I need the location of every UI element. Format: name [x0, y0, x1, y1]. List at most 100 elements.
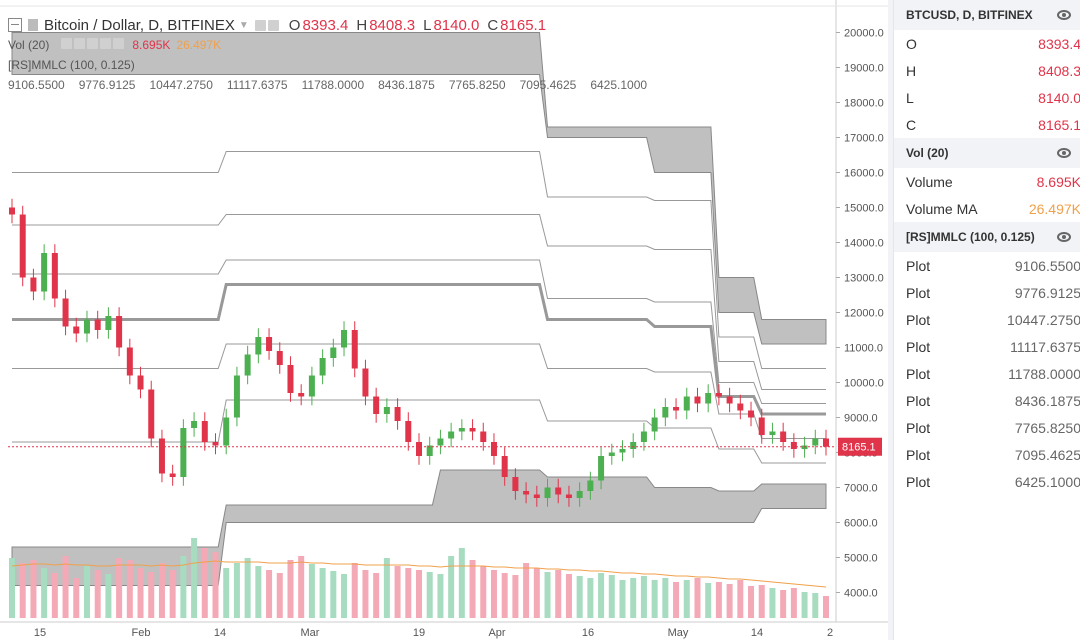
eye-icon[interactable]	[1057, 148, 1071, 158]
candle-body	[694, 396, 701, 404]
symbol-title[interactable]: Bitcoin / Dollar, D, BITFINEX	[44, 16, 235, 34]
volume-bar	[9, 558, 15, 618]
candle-body	[726, 396, 733, 404]
candle-body	[394, 407, 401, 421]
candle-body	[191, 421, 198, 428]
candle-body	[587, 480, 594, 491]
vol-ma-value: 26.497K	[176, 38, 222, 52]
volume-bar	[223, 568, 230, 618]
volume-ma-line	[11, 560, 827, 588]
volume-bar	[180, 556, 187, 618]
volume-bar	[212, 552, 219, 618]
mmlc-level-line	[12, 399, 826, 464]
volume-bar	[191, 538, 198, 618]
candle-body	[651, 417, 658, 432]
candle-body	[9, 207, 15, 215]
eye-icon[interactable]	[1057, 10, 1071, 20]
mmlc-value: 11117.6375	[226, 78, 288, 92]
candle-body	[801, 445, 808, 449]
volume-bar	[523, 563, 530, 618]
candle-body	[308, 375, 315, 397]
mmlc-value: 10447.2750	[149, 78, 213, 92]
candle-body	[790, 442, 797, 449]
candle-body	[180, 428, 187, 477]
volume-bar	[501, 573, 508, 618]
close-icon[interactable]	[100, 38, 112, 49]
candle-body	[780, 431, 787, 442]
data-row-plot: Plot 11117.6375	[906, 338, 1080, 355]
candle-body	[426, 445, 433, 456]
low-value: 8140.0	[433, 16, 480, 34]
volume-bar	[266, 570, 273, 618]
mmlc-level-line	[12, 259, 826, 404]
candle-body	[201, 421, 208, 442]
volume-bar	[662, 578, 669, 618]
volume-bar	[533, 568, 540, 618]
y-tick-label: 10000.0	[844, 378, 884, 390]
settings-icon[interactable]	[254, 19, 266, 31]
eye-icon[interactable]	[1057, 232, 1071, 242]
volume-bar	[308, 564, 315, 618]
volume-bar	[790, 588, 797, 618]
candle-body	[608, 452, 615, 456]
candle-body	[405, 421, 412, 442]
last-price-label: 8165.1	[842, 442, 876, 454]
candle-body	[383, 407, 390, 414]
volume-bar	[780, 590, 787, 618]
vol-value: 8.695K	[132, 38, 171, 52]
panel-splitter[interactable]	[888, 0, 893, 640]
volume-bar	[480, 566, 487, 618]
candle-body	[116, 316, 123, 348]
vol-indicator-name[interactable]: Vol (20)	[8, 38, 50, 52]
candle-body	[30, 277, 37, 292]
x-tick-label: 14	[214, 627, 226, 639]
candle-body	[137, 375, 144, 390]
mmlc-value: 7095.4625	[519, 78, 577, 92]
mmlc-indicator-name[interactable]: [RS]MMLC (100, 0.125)	[8, 58, 135, 72]
volume-bar	[330, 571, 337, 618]
x-tick-label: Apr	[488, 627, 505, 639]
volume-bar	[255, 566, 262, 618]
y-tick-label: 9000.0	[844, 413, 878, 425]
candle-body	[823, 438, 829, 447]
collapse-icon[interactable]	[8, 18, 22, 32]
mmlc-level-line	[12, 343, 826, 439]
eye-icon[interactable]	[61, 38, 73, 49]
candle-body	[416, 442, 422, 456]
data-row-low: L 8140.0	[906, 89, 1080, 106]
data-row-plot: Plot 10447.2750	[906, 311, 1080, 328]
volume-bar	[233, 563, 240, 618]
chart-area[interactable]: 20000.0 19000.0 18000.0 17000.0 16000.0 15000…	[0, 0, 888, 640]
volume-bar	[319, 568, 326, 618]
volume-bar	[630, 578, 637, 618]
low-label: L	[423, 16, 432, 34]
y-tick-label: 5000.0	[844, 553, 878, 565]
volume-bar	[769, 588, 776, 618]
volume-bar	[105, 574, 112, 618]
volume-bar	[823, 596, 829, 618]
candle-body	[330, 347, 337, 358]
candle-body	[533, 494, 540, 498]
volume-bar	[490, 570, 497, 618]
mmlc-lower-band	[11, 469, 827, 586]
price-chart[interactable]: 20000.0 19000.0 18000.0 17000.0 16000.0 15000…	[0, 0, 888, 640]
volume-bar	[287, 560, 294, 618]
candle-body	[662, 407, 669, 418]
volume-bar	[748, 586, 755, 618]
volume-bar	[351, 563, 358, 618]
settings-icon[interactable]	[74, 38, 86, 49]
candle-body	[298, 393, 305, 397]
candle-body	[812, 438, 819, 446]
symbol-section-header: BTCUSD, D, BITFINEX	[894, 0, 1080, 30]
candle-body	[51, 253, 58, 299]
chevron-down-icon[interactable]: ▼	[238, 19, 249, 31]
candle-body	[576, 491, 583, 498]
data-row-close: C 8165.1	[906, 116, 1080, 133]
gear-icon[interactable]	[267, 19, 279, 31]
volume-bar	[619, 580, 626, 618]
format-icon[interactable]	[87, 38, 99, 49]
volume-bar	[587, 578, 594, 618]
mmlc-value: 8436.1875	[378, 78, 435, 92]
more-icon[interactable]	[113, 38, 125, 49]
y-tick-label: 12000.0	[844, 308, 884, 320]
